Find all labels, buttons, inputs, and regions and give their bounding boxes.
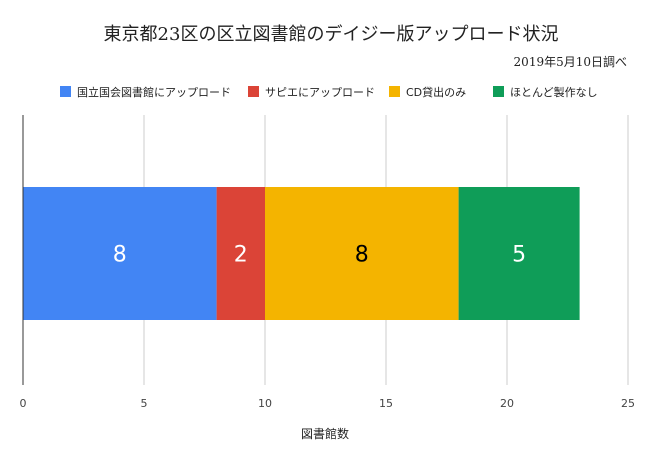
legend-swatch-3 xyxy=(389,86,400,97)
x-tick-label-0: 0 xyxy=(20,397,27,410)
legend-swatch-2 xyxy=(248,86,259,97)
bar-data-label-2: 2 xyxy=(234,243,248,268)
x-axis-ticks: 0 5 10 15 20 25 xyxy=(20,397,636,410)
bar-segment-4 xyxy=(458,187,580,320)
bar-segment-3 xyxy=(265,187,459,320)
legend-label-4: ほとんど製作なし xyxy=(510,85,598,99)
legend-swatch-4 xyxy=(493,86,504,97)
legend-label-3: CD貸出のみ xyxy=(406,85,466,99)
legend-swatch-1 xyxy=(60,86,71,97)
legend-label-1: 国立国会図書館にアップロード xyxy=(77,85,231,99)
bar-data-labels: 8 2 8 5 xyxy=(113,243,526,268)
legend-label-2: サピエにアップロード xyxy=(265,86,375,99)
x-tick-label-20: 20 xyxy=(500,397,514,410)
bar-data-label-4: 5 xyxy=(512,243,526,268)
chart-subtitle: 2019年5月10日調べ xyxy=(514,55,627,69)
bar-segment-1 xyxy=(23,187,217,320)
legend: 国立国会図書館にアップロード サピエにアップロード CD貸出のみ ほとんど製作なし xyxy=(60,85,598,99)
x-tick-label-10: 10 xyxy=(258,397,272,410)
chart-title: 東京都23区の区立図書館のデイジー版アップロード状況 xyxy=(104,24,559,45)
x-axis-label: 図書館数 xyxy=(301,426,349,441)
bar-segments xyxy=(23,187,580,320)
bar-data-label-1: 8 xyxy=(113,243,127,268)
x-tick-label-5: 5 xyxy=(141,397,148,410)
x-tick-label-25: 25 xyxy=(621,397,635,410)
bar-data-label-3: 8 xyxy=(355,243,369,268)
bar-segment-2 xyxy=(216,187,265,320)
x-tick-label-15: 15 xyxy=(379,397,393,410)
